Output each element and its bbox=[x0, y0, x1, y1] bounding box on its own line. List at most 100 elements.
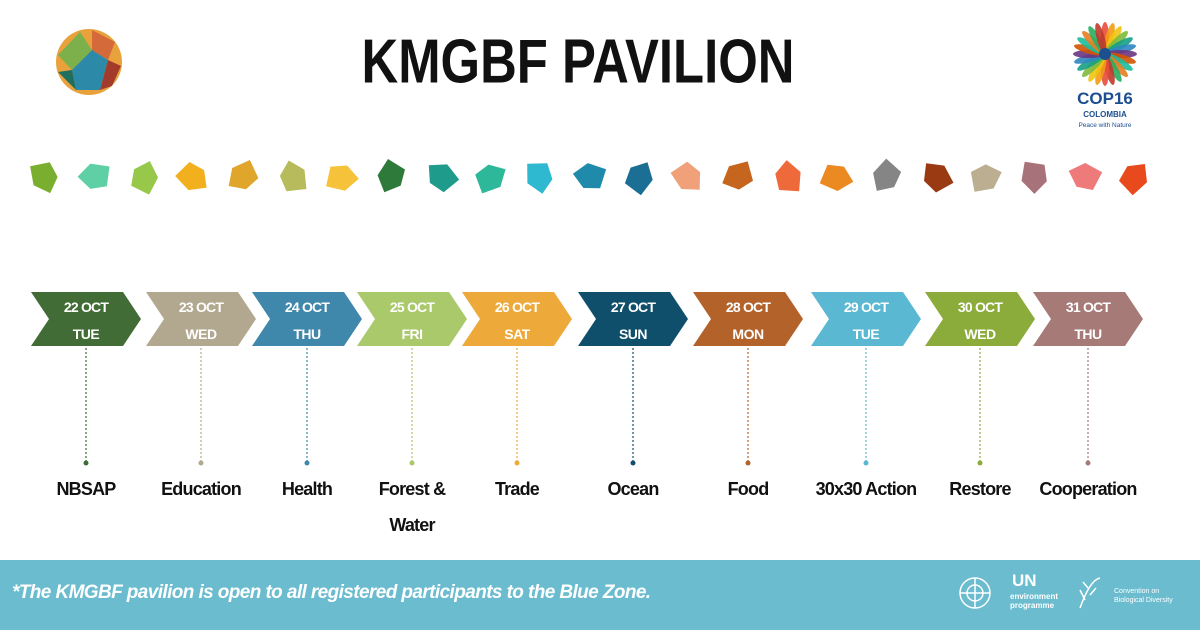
theme-box: Forest & Water bbox=[378, 479, 446, 535]
day-date: 23 OCT bbox=[179, 299, 224, 315]
cop-country: COLOMBIA bbox=[1083, 110, 1127, 119]
connector-dot bbox=[630, 460, 636, 466]
theme-label: NBSAP bbox=[56, 479, 116, 499]
shape bbox=[377, 159, 405, 193]
connector-dot bbox=[304, 460, 310, 466]
day-date: 29 OCT bbox=[844, 299, 889, 315]
theme-label: Forest & Water bbox=[378, 479, 446, 535]
theme-box: Cooperation bbox=[1039, 479, 1137, 499]
theme-label: Food bbox=[727, 479, 770, 499]
unep-name-box: environment programme bbox=[1010, 592, 1059, 610]
cbd-emblem bbox=[1079, 577, 1101, 609]
day-weekday: MON bbox=[732, 326, 764, 342]
theme-box: Health bbox=[281, 479, 333, 499]
shape bbox=[475, 164, 506, 194]
day-date: 31 OCT bbox=[1066, 299, 1111, 315]
connector-dot bbox=[83, 460, 89, 466]
theme-box: Ocean bbox=[607, 479, 659, 499]
petal bbox=[1095, 23, 1107, 55]
title: KMGBF PAVILION bbox=[361, 28, 794, 97]
day-date: 25 OCT bbox=[390, 299, 435, 315]
day-chevron bbox=[462, 292, 572, 346]
shape bbox=[428, 164, 460, 193]
day-weekday: THU bbox=[293, 326, 321, 342]
day-date: 26 OCT bbox=[495, 299, 540, 315]
shape bbox=[1119, 164, 1147, 196]
theme-label: Education bbox=[161, 479, 242, 499]
day-chevron bbox=[146, 292, 256, 346]
connector-dot bbox=[1085, 460, 1091, 466]
connector-dot bbox=[514, 460, 520, 466]
shape bbox=[924, 163, 954, 193]
day-chevron bbox=[357, 292, 467, 346]
day-date: 28 OCT bbox=[726, 299, 771, 315]
day-chevron bbox=[578, 292, 688, 346]
decorative-shapes bbox=[30, 158, 1147, 196]
shape bbox=[1021, 161, 1047, 194]
theme-box: Restore bbox=[949, 479, 1011, 499]
un-emblem bbox=[959, 577, 991, 609]
footer-note: *The KMGBF pavilion is open to all regis… bbox=[12, 582, 650, 603]
theme-box: 30x30 Action bbox=[815, 479, 918, 499]
shape bbox=[1068, 163, 1103, 190]
shape bbox=[326, 165, 359, 191]
day-weekday: TUE bbox=[853, 326, 880, 342]
unep-name: environment programme bbox=[1010, 592, 1059, 610]
day-chevron bbox=[811, 292, 921, 346]
shape bbox=[77, 163, 110, 189]
theme-box: Food bbox=[727, 479, 770, 499]
connector-dot bbox=[409, 460, 415, 466]
connector-dot bbox=[977, 460, 983, 466]
shape bbox=[670, 161, 701, 190]
day-weekday: SAT bbox=[504, 326, 530, 342]
theme-label: Ocean bbox=[607, 479, 659, 499]
day-date: 24 OCT bbox=[285, 299, 330, 315]
day-weekday: FRI bbox=[401, 326, 422, 342]
day-chevron bbox=[693, 292, 803, 346]
day-weekday: TUE bbox=[73, 326, 100, 342]
day-weekday: THU bbox=[1074, 326, 1102, 342]
cop-logo bbox=[1073, 22, 1137, 86]
theme-label: Trade bbox=[494, 479, 540, 499]
shape bbox=[228, 160, 259, 190]
shape bbox=[970, 164, 1002, 192]
shape bbox=[873, 158, 902, 191]
connector-dot bbox=[745, 460, 751, 466]
theme-box: NBSAP bbox=[56, 479, 116, 499]
connector-dot bbox=[198, 460, 204, 466]
day-date: 22 OCT bbox=[64, 299, 109, 315]
cop-tagline: Peace with Nature bbox=[1078, 122, 1131, 129]
shape bbox=[819, 164, 854, 191]
cop-name: COP16 bbox=[1077, 89, 1133, 108]
shape bbox=[722, 161, 753, 190]
shape bbox=[572, 163, 607, 189]
globe-logo bbox=[56, 29, 122, 95]
shape bbox=[131, 161, 158, 195]
theme-label: Health bbox=[281, 479, 333, 499]
theme-box: Trade bbox=[494, 479, 540, 499]
day-date: 30 OCT bbox=[958, 299, 1003, 315]
connector-dot bbox=[863, 460, 869, 466]
theme-label: Restore bbox=[949, 479, 1011, 499]
day-weekday: SUN bbox=[619, 326, 647, 342]
shape bbox=[775, 160, 801, 192]
shape bbox=[175, 162, 207, 191]
day-chevron bbox=[1033, 292, 1143, 346]
shape bbox=[527, 163, 553, 194]
day-weekday: WED bbox=[185, 326, 217, 342]
shape bbox=[30, 162, 58, 194]
petal-center bbox=[1099, 48, 1111, 60]
day-weekday: WED bbox=[964, 326, 996, 342]
cbd-name-box: Convention on Biological Diversity bbox=[1114, 588, 1173, 604]
unep-short: UN bbox=[1012, 571, 1037, 590]
cbd-name: Convention on Biological Diversity bbox=[1114, 588, 1173, 604]
theme-label: 30x30 Action bbox=[815, 479, 918, 499]
timeline: 22 OCT TUE NBSAP 23 OCT WED Education 24 OCT TH… bbox=[31, 292, 1143, 535]
day-chevron bbox=[252, 292, 362, 346]
shape bbox=[279, 160, 307, 192]
footer-bar bbox=[0, 560, 1200, 630]
day-date: 27 OCT bbox=[611, 299, 656, 315]
day-chevron bbox=[925, 292, 1035, 346]
